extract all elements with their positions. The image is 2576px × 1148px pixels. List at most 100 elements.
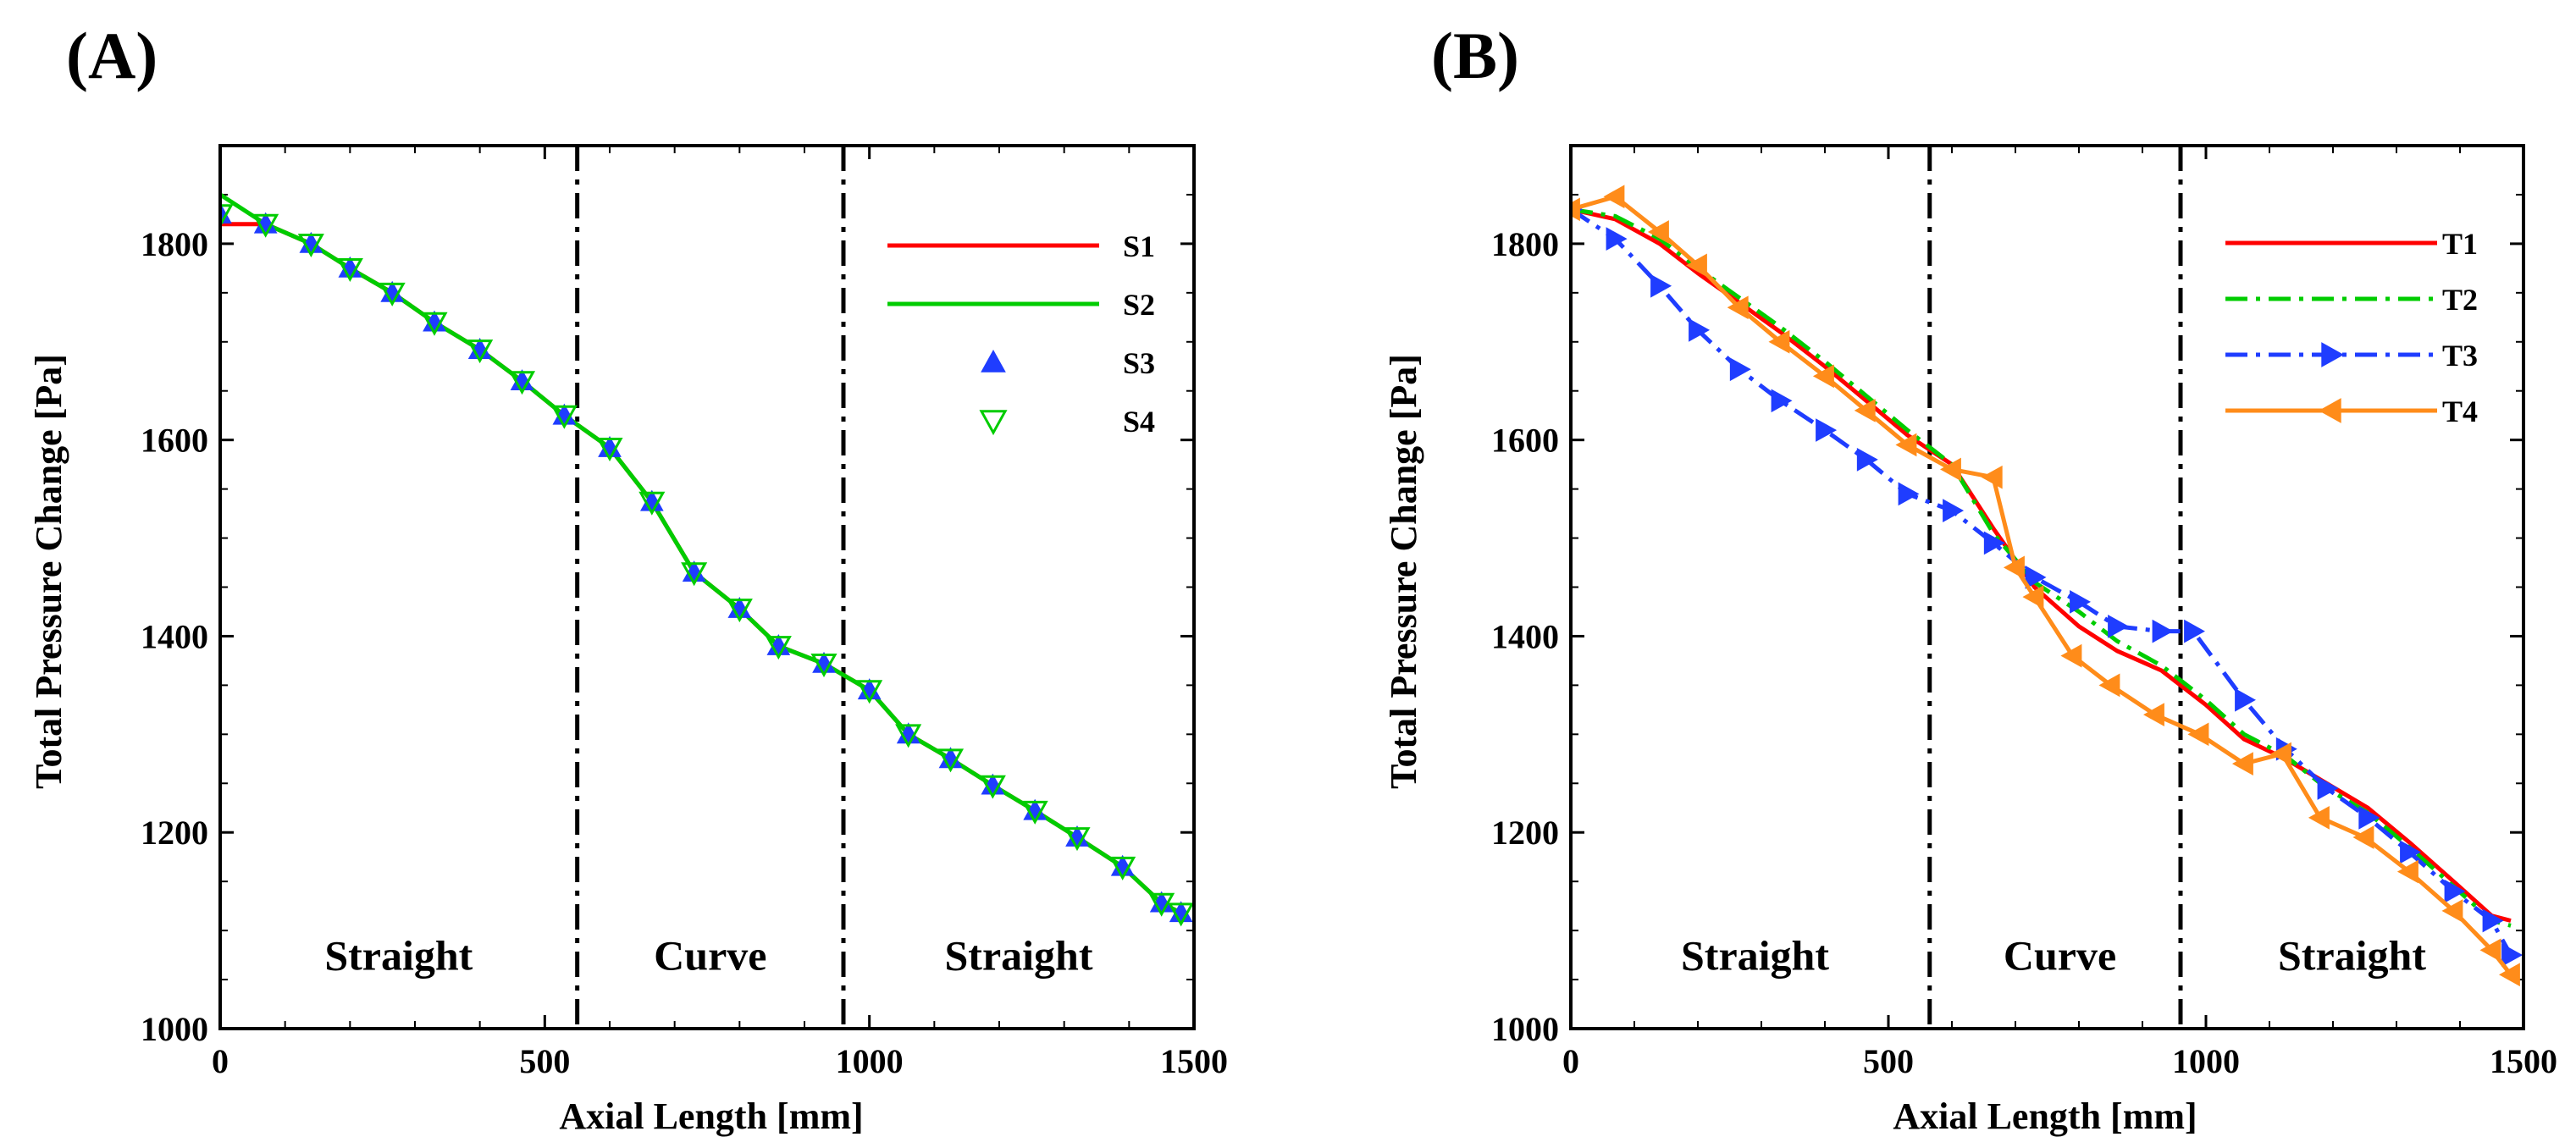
panel-a-series-s4-point	[765, 636, 792, 660]
panel-a-ytick-label: 1000	[141, 1010, 208, 1048]
panel-b-series-t4-point	[1727, 295, 1749, 320]
panel-b-xtick-label: 0	[1562, 1042, 1579, 1080]
panel-b-series-t3-point	[2108, 615, 2130, 638]
panel-a-ytick-label: 1800	[141, 225, 208, 263]
panel-a-xtick-label: 0	[212, 1042, 229, 1080]
panel-b-series-t4-point	[2060, 643, 2082, 668]
panel-a-legend-s3-label: S3	[1123, 346, 1155, 380]
panel-b-series-t3-point	[1606, 227, 1628, 251]
panel-b-series-t4-point	[2187, 722, 2209, 747]
panel-a-label: (A)	[66, 19, 158, 92]
panel-b-series-t4-point	[2231, 752, 2253, 775]
panel-a-series-s4-point	[1168, 902, 1194, 927]
panel-b-plot-frame	[1569, 144, 2525, 1030]
panel-b-series-t4-point	[1895, 433, 1917, 457]
panel-b-series-t4-point	[1981, 465, 2003, 489]
panel-b-label: (B)	[1431, 19, 1519, 92]
panel-a-ytick-label: 1200	[141, 814, 208, 852]
panel-b-xtick-label: 500	[1863, 1042, 1914, 1080]
panel-a-series-s4-point	[379, 282, 406, 306]
panel-b-series-t4-point	[2269, 742, 2291, 766]
panel-b-series-t3-point	[1650, 273, 1672, 298]
panel-b-series-t4-point	[1571, 197, 1580, 222]
panel-a-region-label: Curve	[654, 931, 766, 979]
panel-a-legend-s3-marker	[981, 349, 1006, 373]
panel-b-series-t3-point	[2317, 776, 2339, 800]
panel-b-series-t3-point	[2482, 908, 2504, 933]
panel-b-series-group	[1571, 185, 2523, 987]
panel-b-series-t3-point	[2184, 619, 2206, 643]
panel-b-ytick-label: 1000	[1491, 1010, 1559, 1048]
panel-b-legend-t3-marker	[2321, 342, 2345, 367]
panel-a-series-s4-point	[979, 775, 1006, 799]
panel-b-ytick-label: 1800	[1491, 225, 1559, 263]
panel-a-series-s4-point	[336, 257, 363, 282]
panel-b-series-t4-point	[1939, 457, 1961, 482]
panel-a-series-s4-point	[726, 599, 753, 623]
panel-b-series-t4-point	[1647, 220, 1669, 244]
panel-b-plot: 0 500 1000 1500 1000 1200 1400 1600 1800 Straight…	[1491, 144, 2557, 1080]
panel-b-legend-t3-label: T3	[2442, 339, 2478, 373]
panel-b-series-t4-point	[2479, 938, 2501, 963]
panel-b-series-t3-point	[2358, 805, 2380, 830]
panel-b-series-t3-point	[1816, 418, 1838, 442]
panel-b-series-t3-point	[2400, 840, 2422, 864]
panel-a-series-s4-point	[1148, 892, 1175, 917]
panel-b-series-t3-point	[1943, 499, 1965, 522]
panel-a-series-s4-point	[895, 724, 922, 748]
panel-b-series-t4-point	[1685, 253, 1707, 278]
panel-b-xtick-label: 1500	[2490, 1042, 2557, 1080]
panel-a-series-s4-point	[297, 233, 324, 257]
panel-b-ytick-label: 1200	[1491, 814, 1559, 852]
panel-a-series-s4-point	[1109, 856, 1136, 880]
panel-b-series-t4-point	[2022, 585, 2044, 609]
panel-a-ylabel: Total Pressure Change [Pa]	[28, 354, 69, 789]
panel-b-series-t3-point	[2501, 943, 2523, 967]
panel-a-series-s4-point	[252, 213, 279, 238]
panel-a-series-s4-point	[550, 405, 578, 429]
panel-a-legend: S1 S2 S3 S4	[887, 229, 1155, 439]
panel-a-legend-s2-label: S2	[1123, 288, 1155, 322]
panel-a-ytick-label: 1600	[141, 422, 208, 460]
panel-a-legend-s1-label: S1	[1123, 229, 1155, 263]
panel-b-legend: T1 T2 T3 T4	[2225, 227, 2478, 428]
panel-b-series-t4-point	[2498, 963, 2520, 987]
panel-b-series-t4-point	[2003, 555, 2025, 580]
panel-a-legend-s4-marker	[979, 410, 1008, 436]
panel-b-series-t3-point	[2235, 687, 2257, 712]
panel-a-series-s4-point	[220, 204, 234, 229]
panel-b-legend-t2-label: T2	[2442, 283, 2478, 317]
panel-a-legend-s4-label: S4	[1123, 405, 1155, 439]
panel-b-series-t3-point	[1898, 482, 1920, 506]
panel-a-series-s4-point	[810, 653, 837, 677]
panel-a-region-label: Straight	[945, 931, 1093, 979]
panel-b-series-t3-point	[1771, 389, 1793, 413]
panel-b-region-label: Straight	[2278, 931, 2426, 979]
panel-b-region-label: Curve	[2004, 931, 2116, 979]
panel-b-series-t4-point	[1603, 185, 1625, 209]
panel-a-series-group	[220, 192, 1194, 927]
panel-b-series-t3-point	[2025, 566, 2047, 589]
panel-a-series-s4-point	[421, 312, 448, 336]
panel-b-xlabel: Axial Length [mm]	[1893, 1096, 2197, 1137]
panel-a-series-s4-point	[467, 339, 494, 364]
panel-b-series-t3-point	[2444, 879, 2466, 903]
panel-b-series-t4-point	[2441, 899, 2463, 923]
panel-a-xlabel: Axial Length [mm]	[559, 1096, 863, 1137]
panel-b-series-t3-point	[1983, 531, 2005, 555]
panel-a-ytick-label: 1400	[141, 617, 208, 655]
panel-b-ytick-label: 1600	[1491, 422, 1559, 460]
panel-a-series-s4-point	[856, 680, 883, 704]
panel-b-series-t3-point	[2152, 619, 2174, 643]
panel-b-series-t4-point	[2142, 703, 2164, 727]
panel-a-series-s4-point	[937, 748, 965, 773]
panel-b-legend-t4-label: T4	[2442, 395, 2478, 428]
panel-b-legend-t4-marker	[2318, 398, 2341, 423]
panel-b-series-t3-point	[2070, 590, 2092, 614]
panel-b-series-t4-point	[1854, 399, 1876, 422]
panel-b-series-t4-point	[2098, 673, 2120, 698]
panel-a-plot: 0 500 1000 1500 1000 1200 1400 1600 1800 Straight…	[141, 144, 1228, 1080]
panel-b-series-t4-point	[2308, 805, 2330, 830]
panel-b-series-t3-point	[1729, 357, 1751, 382]
panel-b-series-t4-point	[1812, 364, 1834, 389]
